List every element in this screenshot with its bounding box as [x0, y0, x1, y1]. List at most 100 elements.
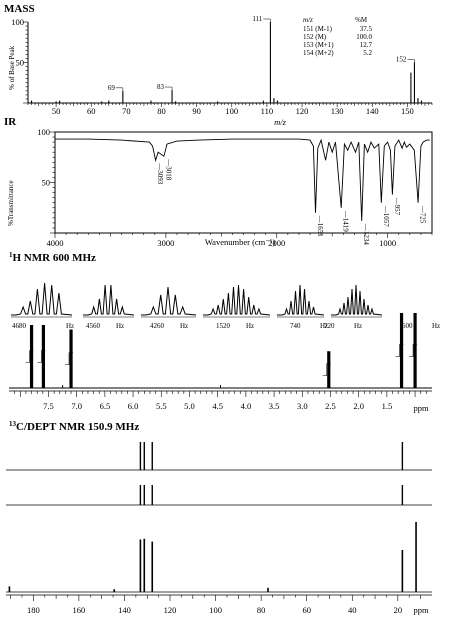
hnmr-x-tick-label: 6.0 — [128, 401, 139, 411]
ir-x-tick-label: 3000 — [157, 238, 174, 248]
hnmr-inset-freq-label: 1520 — [216, 322, 231, 330]
mass-x-tick-label: 110 — [261, 106, 273, 116]
hnmr-integral — [25, 350, 34, 363]
mass-xlabel: m/z — [274, 117, 287, 127]
mass-table-mz-cell: 153 (M+1) — [303, 41, 334, 49]
mass-y-tick-label: 100 — [11, 17, 24, 27]
mass-table-pct-cell: 100.0 — [356, 33, 372, 41]
mass-table-header-mz: m/z — [303, 16, 313, 24]
hnmr-inset-multiplet — [331, 284, 383, 316]
mass-x-tick-label: 50 — [52, 106, 61, 116]
hnmr-x-tick-label: 4.5 — [212, 401, 223, 411]
hnmr-x-tick-label: 2.5 — [325, 401, 336, 411]
dept135-spectrum — [6, 485, 432, 506]
ir-band-label: —1419 — [342, 210, 350, 233]
mass-peak-label: 111 — [252, 15, 262, 23]
ir-ylabel: %Transmittance — [7, 180, 15, 226]
cnmr-x-tick-label: 100 — [209, 605, 222, 615]
mass-peak-label: 69 — [108, 84, 116, 92]
hnmr-peak — [41, 325, 46, 388]
mass-table-mz-cell: 152 (M) — [303, 33, 327, 41]
cnmr-title-sup: 13 — [9, 420, 17, 428]
mass-x-tick-label: 80 — [157, 106, 166, 116]
hnmr-x-tick-label: 5.0 — [184, 401, 195, 411]
hnmr-title: 1H NMR 600 MHz — [9, 251, 96, 264]
hnmr-integral — [65, 352, 74, 366]
ir-band-label: —3018 — [164, 158, 172, 181]
hnmr-x-tick-label: 5.5 — [156, 401, 167, 411]
hnmr-inset-unit-label: Hz — [66, 322, 74, 330]
mass-x-tick-label: 100 — [225, 106, 238, 116]
ir-band-label: —1651 — [316, 215, 324, 238]
mass-peak-label: 83 — [157, 83, 165, 91]
hnmr-inset-unit-label: Hz — [116, 322, 124, 330]
carbon13-spectrum — [6, 522, 432, 593]
cnmr-x-tick-label: 140 — [118, 605, 131, 615]
cnmr-x-tick-label: 60 — [302, 605, 311, 615]
mass-y-tick-label: 50 — [16, 58, 25, 68]
mass-peak-label-leader — [407, 59, 415, 63]
mass-data-table: m/z %M 151 (M-1) 37.5 152 (M) 100.0 153 (M+1… — [303, 16, 373, 57]
mass-peak-label: 152 — [396, 56, 407, 64]
cnmr-x-tick-label: 160 — [73, 605, 86, 615]
ir-y-tick-label: 50 — [42, 178, 51, 188]
mass-table-mz-cell: 154 (M+2) — [303, 49, 334, 57]
hnmr-inset-unit-label: Hz — [432, 322, 440, 330]
mass-x-tick-label: 60 — [87, 106, 96, 116]
hnmr-xlabel: ppm — [413, 403, 429, 413]
cnmr-x-tick-label: 180 — [27, 605, 40, 615]
ir-band-label: —725 — [419, 205, 427, 224]
ir-band-label: —1057 — [382, 205, 390, 228]
mass-table-pct-cell: 12.7 — [360, 41, 373, 49]
ir-band-label: —957 — [393, 197, 401, 216]
hnmr-inset-unit-label: Hz — [354, 322, 362, 330]
hnmr-inset-multiplet — [11, 282, 73, 316]
cnmr-x-tick-label: 120 — [164, 605, 177, 615]
cnmr-title: 13C/DEPT NMR 150.9 MHz — [9, 420, 139, 433]
mass-x-tick-label: 90 — [192, 106, 201, 116]
mass-x-tick-label: 130 — [331, 106, 344, 116]
hnmr-inset-unit-label: Hz — [320, 322, 328, 330]
hnmr-integral — [37, 350, 46, 363]
hnmr-inset-unit-label: Hz — [246, 322, 254, 330]
hnmr-inset-freq-label: 740 — [290, 322, 301, 330]
mass-peak-label-leader — [115, 87, 124, 91]
hnmr-inset-freq-label: 600 — [402, 322, 413, 330]
mass-peak-label-leader — [263, 18, 271, 22]
hnmr-x-tick-label: 3.5 — [269, 401, 280, 411]
hnmr-peak — [327, 351, 331, 388]
ir-axes: 4000 3000 2000 1000 50 100 — [37, 127, 433, 248]
hnmr-inset-multiplet — [203, 284, 271, 316]
mass-table-mz-cell: 151 (M-1) — [303, 25, 333, 33]
cnmr-axes: 180 160 140 120 100 80 60 40 20 — [6, 594, 432, 615]
mass-table-header-pct: %M — [355, 16, 368, 24]
cnmr-x-tick-label: 20 — [394, 605, 403, 615]
ir-x-tick-label: 1000 — [379, 238, 396, 248]
ir-y-tick-label: 100 — [37, 127, 50, 137]
hnmr-peak — [29, 325, 34, 388]
hnmr-peaks — [25, 313, 418, 388]
cnmr-xlabel: ppm — [413, 605, 429, 615]
ir-xlabel: Wavenumber (cm⁻¹) — [205, 237, 275, 247]
ir-band-labels: —3093 —3018 —1651 —1419 —1234 —1057 —957 —725 — [156, 158, 427, 245]
ir-band-label: —1234 — [362, 223, 370, 246]
ir-x-tick-label: 4000 — [47, 238, 64, 248]
hnmr-x-tick-label: 7.5 — [43, 401, 54, 411]
mass-title: MASS — [4, 3, 35, 15]
hnmr-inset-freq-label: 720 — [324, 322, 335, 330]
cnmr-title-main: C/DEPT NMR 150.9 MHz — [16, 421, 139, 433]
cnmr-x-tick-label: 40 — [348, 605, 357, 615]
hnmr-title-sup: 1 — [9, 251, 13, 259]
hnmr-x-tick-label: 1.5 — [382, 401, 393, 411]
hnmr-inset-multiplet — [277, 284, 325, 316]
ir-x-tick-label: 2000 — [268, 238, 285, 248]
hnmr-inset-unit-label: Hz — [180, 322, 188, 330]
hnmr-peak — [399, 313, 404, 388]
mass-x-tick-label: 120 — [296, 106, 309, 116]
ir-spectrum-trace — [55, 138, 430, 221]
ir-band-label: —3093 — [156, 162, 164, 185]
hnmr-inset-freq-label: 4260 — [150, 322, 165, 330]
mass-peak-label-leader — [165, 86, 173, 91]
hnmr-x-tick-label: 2.0 — [353, 401, 364, 411]
